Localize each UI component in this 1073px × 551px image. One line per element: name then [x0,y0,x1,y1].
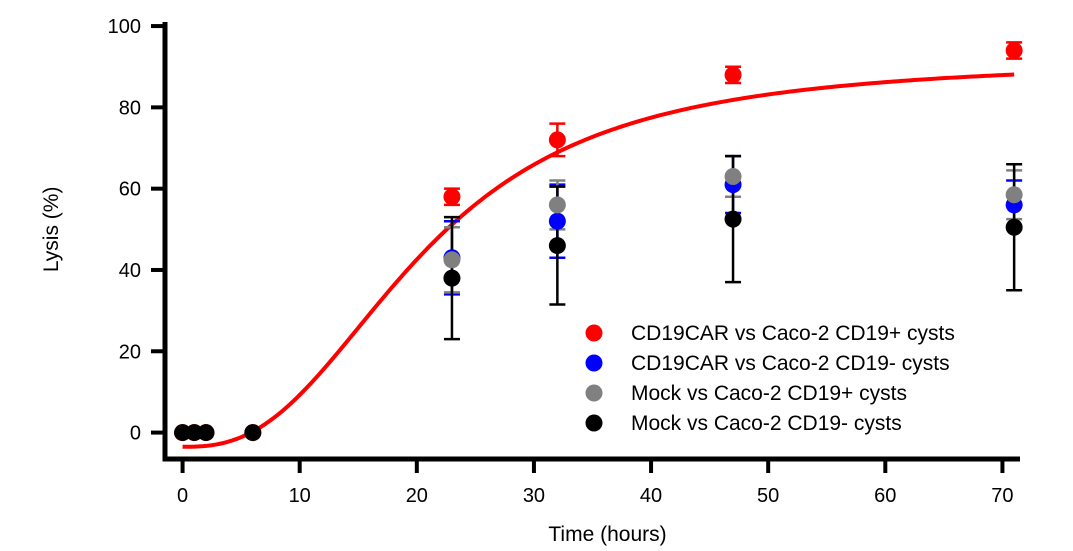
legend-item: CD19CAR vs Caco-2 CD19- cysts [585,352,950,375]
legend-marker [585,414,603,432]
data-points [174,41,1023,442]
legend-item: Mock vs Caco-2 CD19+ cysts [585,382,907,405]
legend-item: Mock vs Caco-2 CD19- cysts [585,412,902,435]
y-tick-label: 40 [119,260,141,282]
legend-label: Mock vs Caco-2 CD19- cysts [631,412,902,435]
data-point [443,188,461,206]
legend-marker [585,354,603,372]
y-tick-label: 0 [130,423,141,445]
legend-label: CD19CAR vs Caco-2 CD19+ cysts [631,322,955,345]
legend-item: CD19CAR vs Caco-2 CD19+ cysts [585,322,955,345]
data-point [548,212,566,230]
data-point [174,424,192,442]
data-point [1005,186,1023,204]
legend-label: Mock vs Caco-2 CD19+ cysts [631,382,907,405]
legend-marker [585,384,603,402]
data-point [197,424,215,442]
y-tick-label: 100 [108,16,141,38]
data-point [548,131,566,149]
data-point [443,251,461,269]
y-tick-label: 80 [119,97,141,119]
y-axis-title: Lysis (%) [40,187,63,273]
x-tick-label: 60 [874,485,896,507]
x-tick-label: 40 [640,485,662,507]
data-point [724,210,742,228]
legend-label: CD19CAR vs Caco-2 CD19- cysts [631,352,950,375]
x-tick-label: 10 [289,485,311,507]
data-point [1005,218,1023,236]
x-tick-label: 70 [991,485,1013,507]
x-axis-title: Time (hours) [548,523,666,546]
data-point [724,167,742,185]
x-tick-label: 0 [177,485,188,507]
data-point [724,66,742,84]
y-tick-label: 20 [119,341,141,363]
axes: 0 20 40 60 80 100 0 10 20 30 40 50 60 70 [108,16,1020,507]
data-point [185,424,203,442]
fit-curves [182,72,1015,449]
x-tick-label: 30 [523,485,545,507]
fit-curve [182,72,1015,449]
x-tick-label: 50 [757,485,779,507]
y-tick-label: 60 [119,179,141,201]
data-point [1005,41,1023,59]
legend: CD19CAR vs Caco-2 CD19+ cysts CD19CAR vs … [585,322,955,435]
legend-marker [585,324,603,342]
data-point [443,269,461,287]
data-point [548,237,566,255]
data-point [244,424,262,442]
x-tick-label: 20 [406,485,428,507]
data-point [548,196,566,214]
